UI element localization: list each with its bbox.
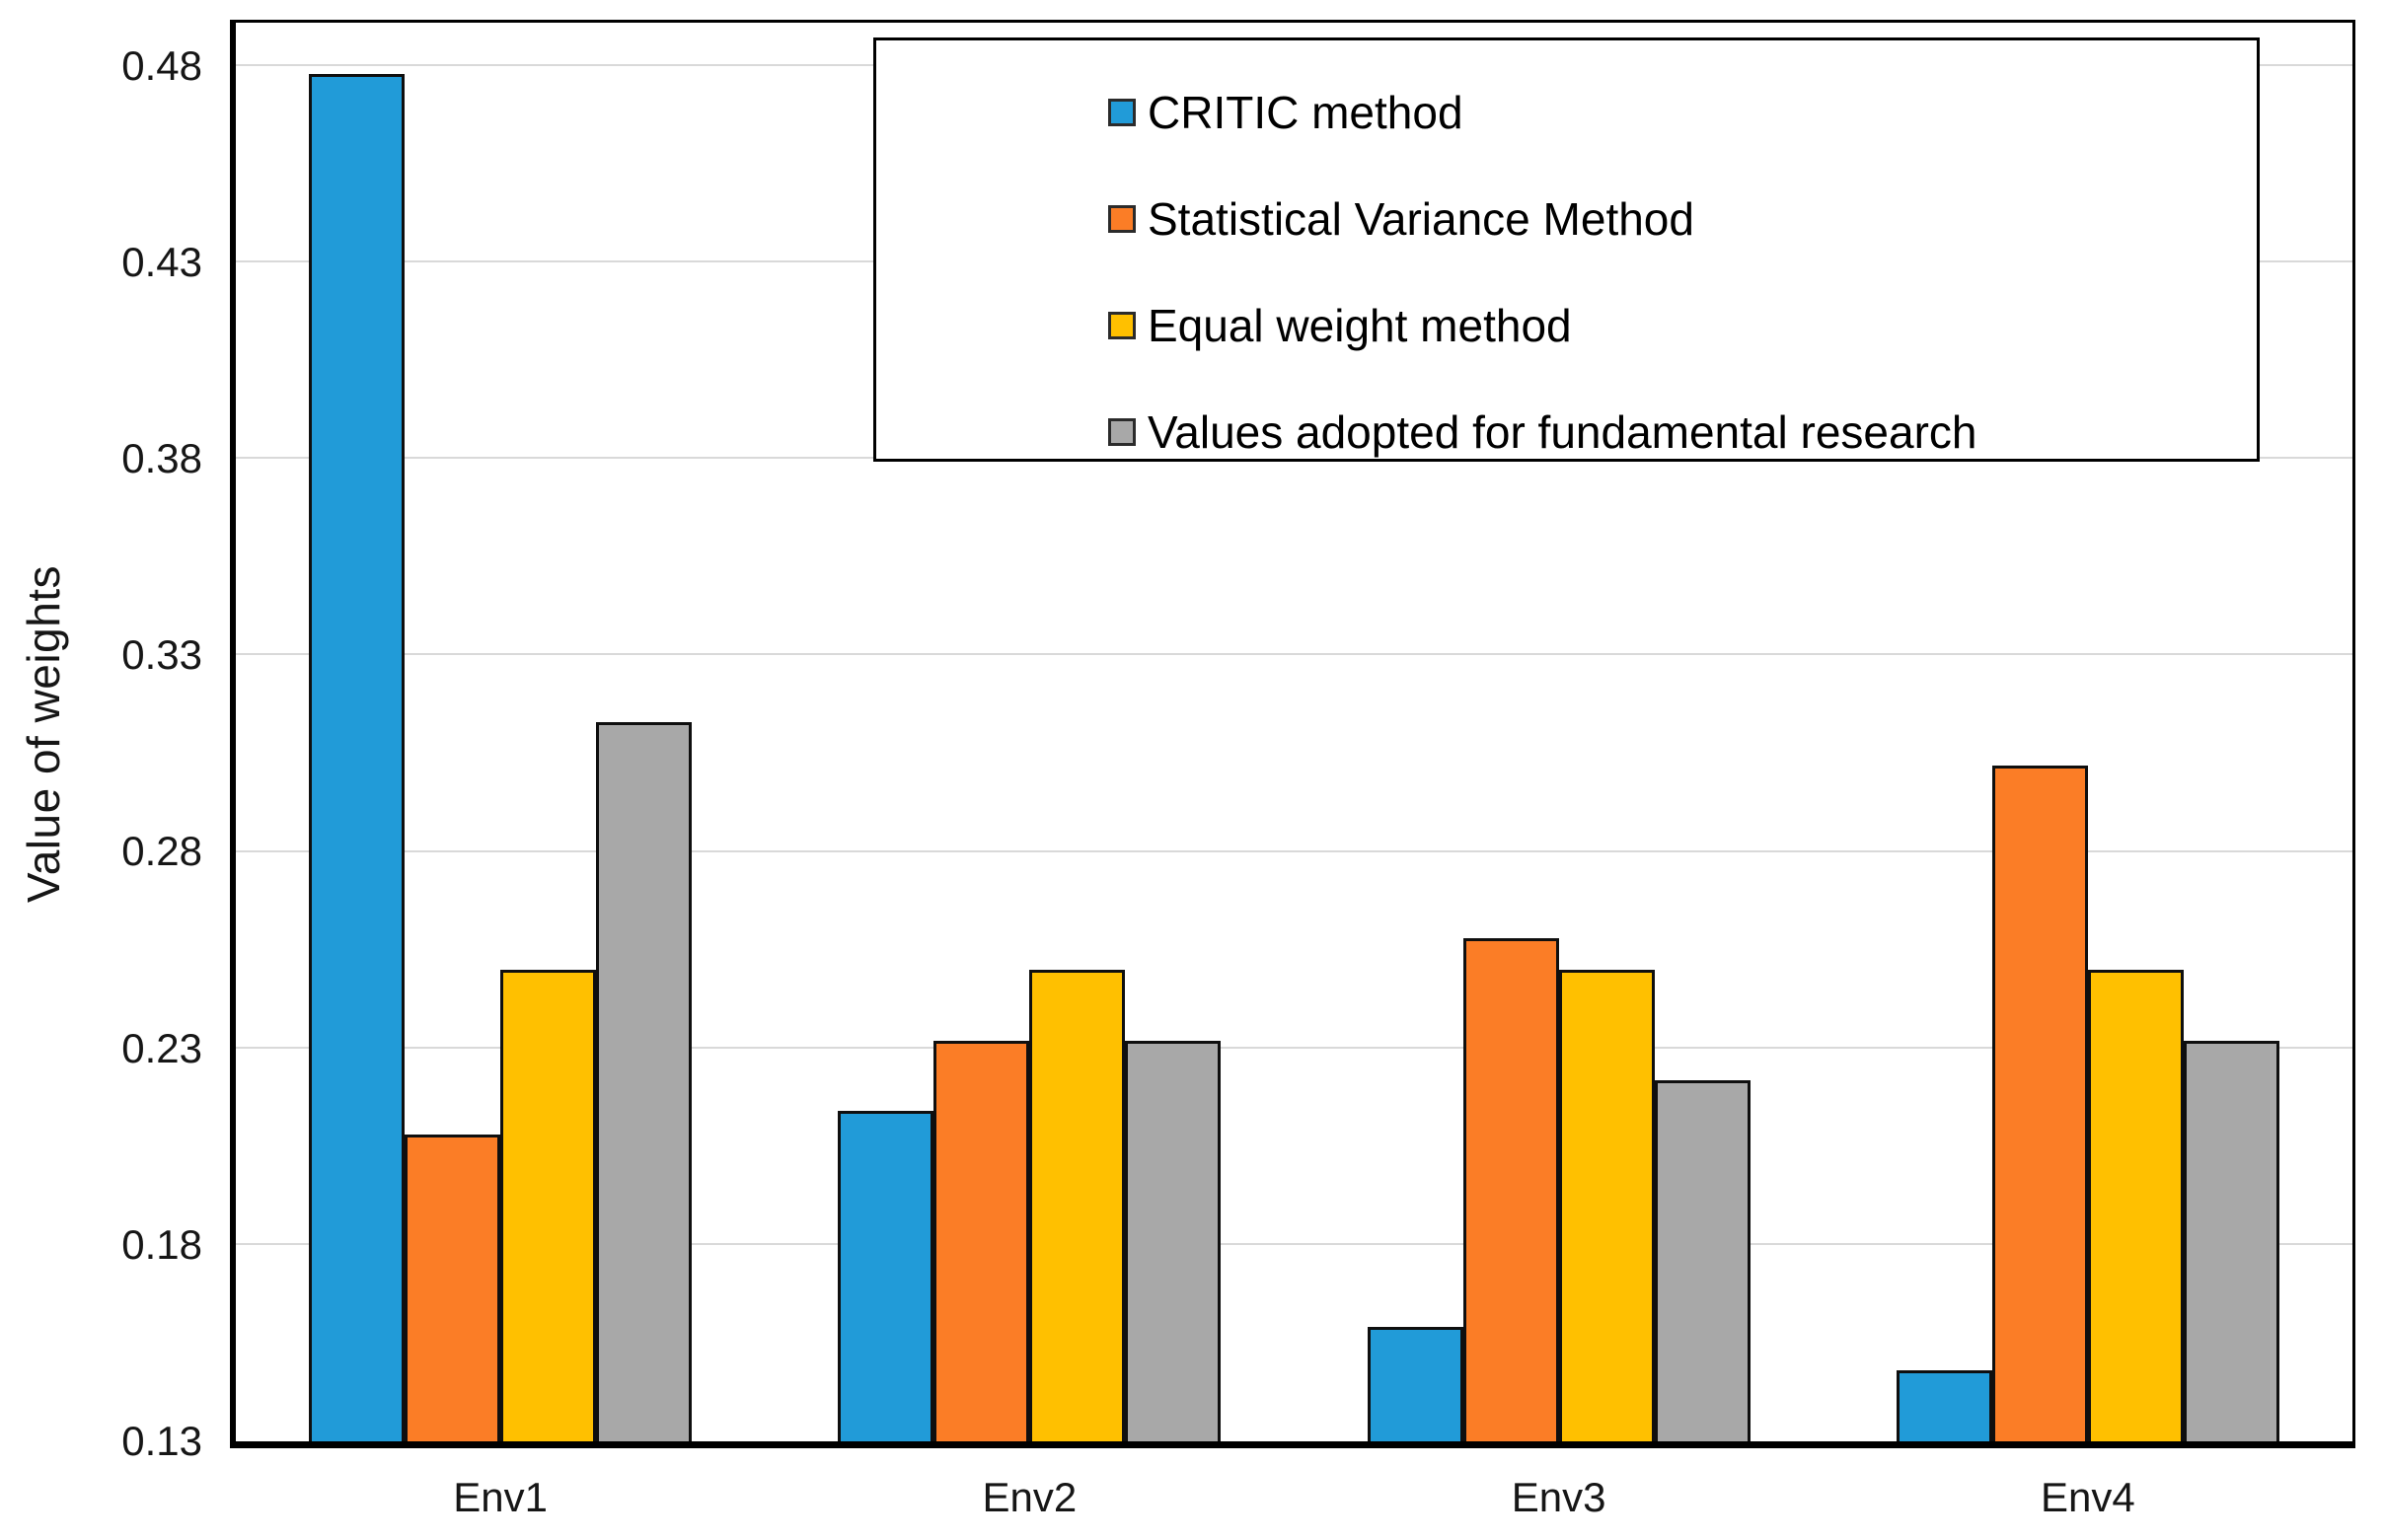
y-tick-label: 0.48 xyxy=(121,41,202,89)
legend-swatch xyxy=(1108,312,1136,339)
legend-item: Equal weight method xyxy=(1108,299,2247,352)
y-axis-tick-labels: 0.13 0.18 0.23 0.28 0.33 0.38 0.43 0.48 xyxy=(0,0,202,1540)
y-tick-label: 0.38 xyxy=(121,435,202,482)
bar xyxy=(1991,765,2088,1441)
legend-label: Statistical Variance Method xyxy=(1148,193,1694,245)
bar xyxy=(1125,1040,1222,1441)
bar xyxy=(1462,938,1559,1441)
bar xyxy=(933,1040,1030,1441)
legend-label: CRITIC method xyxy=(1148,87,1463,138)
bar-group-Env2 xyxy=(765,23,1294,1441)
legend-label: Equal weight method xyxy=(1148,300,1572,351)
legend-item: Values adopted for fundamental research xyxy=(1108,405,2247,459)
bar xyxy=(1654,1079,1751,1441)
legend-item: CRITIC method xyxy=(1108,86,2247,139)
y-tick-label: 0.18 xyxy=(121,1220,202,1268)
legend: CRITIC method Statistical Variance Method… xyxy=(873,37,2260,462)
bar xyxy=(405,1135,501,1441)
y-tick-label: 0.23 xyxy=(121,1024,202,1071)
bar xyxy=(1029,970,1126,1441)
gridline xyxy=(236,653,2352,656)
bar-group-Env1 xyxy=(236,23,765,1441)
x-axis-label: Env2 xyxy=(982,1474,1078,1520)
bar-group-Env3 xyxy=(1295,23,1824,1441)
gridline xyxy=(236,1242,2352,1245)
y-tick-label: 0.13 xyxy=(121,1418,202,1464)
bar xyxy=(500,970,597,1441)
bar xyxy=(2183,1040,2279,1441)
y-tick-label: 0.43 xyxy=(121,238,202,285)
legend-swatch xyxy=(1108,418,1136,446)
bar xyxy=(1367,1327,1463,1441)
legend-label: Values adopted for fundamental research xyxy=(1148,406,1977,458)
bar xyxy=(596,722,693,1441)
y-tick-label: 0.33 xyxy=(121,631,202,679)
legend-swatch xyxy=(1108,205,1136,233)
legend-swatch xyxy=(1108,99,1136,126)
bar xyxy=(309,73,406,1441)
x-axis-label: Env3 xyxy=(1511,1474,1606,1520)
gridline xyxy=(236,849,2352,852)
bar-groups xyxy=(236,23,2352,1441)
bar xyxy=(1558,970,1655,1441)
y-tick-label: 0.28 xyxy=(121,828,202,875)
bar xyxy=(838,1111,934,1441)
bar xyxy=(2087,970,2184,1441)
bar xyxy=(1896,1370,1992,1441)
x-axis-label: Env4 xyxy=(2041,1474,2135,1520)
bar-group-Env4 xyxy=(1824,23,2352,1441)
x-axis-label: Env1 xyxy=(453,1474,548,1520)
gridline xyxy=(236,1046,2352,1049)
legend-item: Statistical Variance Method xyxy=(1108,192,2247,246)
